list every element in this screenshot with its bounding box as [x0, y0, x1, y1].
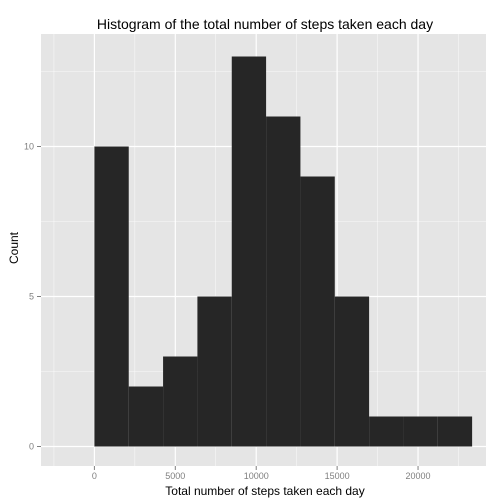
- histogram-bar: [334, 296, 370, 447]
- chart-title: Histogram of the total number of steps t…: [97, 16, 433, 32]
- x-axis-label: Total number of steps taken each day: [165, 484, 364, 498]
- histogram-bar: [231, 56, 267, 447]
- y-tick-label: 5: [29, 292, 34, 302]
- histogram-bar: [163, 356, 198, 447]
- x-tick-label: 10000: [244, 471, 269, 481]
- x-tick-label: 0: [92, 471, 97, 481]
- y-axis-ticks: 0 5 10: [24, 142, 41, 452]
- histogram-bar: [197, 296, 232, 447]
- histogram-bar: [128, 386, 164, 447]
- histogram-bar: [300, 176, 335, 447]
- histogram-bar: [94, 146, 129, 447]
- y-tick-label: 0: [29, 442, 34, 452]
- x-tick-label: 15000: [325, 471, 350, 481]
- histogram-bar: [437, 416, 473, 447]
- x-axis-ticks: 0 5000 10000 15000 20000: [92, 466, 431, 481]
- y-tick-label: 10: [24, 142, 34, 152]
- x-tick-label: 5000: [165, 471, 185, 481]
- histogram-bar: [266, 116, 301, 447]
- histogram-bar: [403, 416, 438, 447]
- y-axis-label: Count: [7, 231, 21, 264]
- histogram-bars: [94, 56, 473, 447]
- histogram-bar: [369, 416, 404, 447]
- x-tick-label: 20000: [406, 471, 431, 481]
